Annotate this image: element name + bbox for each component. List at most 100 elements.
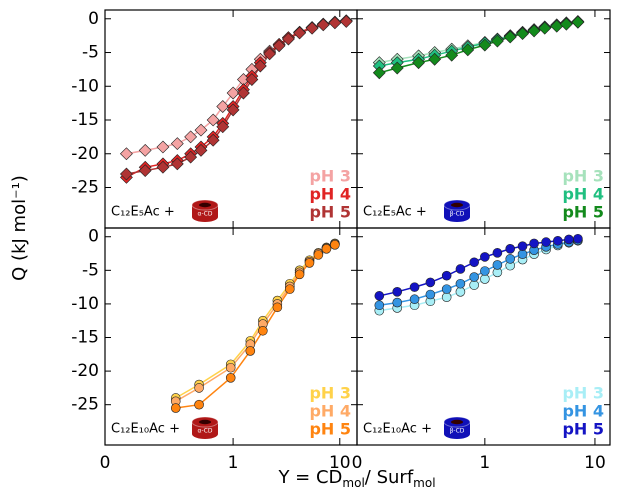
data-point [328,16,342,30]
data-point [541,237,551,247]
host-label: α-CD [198,428,213,435]
data-point [571,15,585,29]
data-point [428,52,442,66]
y-tick-label: -5 [82,260,99,280]
data-point [441,284,452,294]
data-point [503,30,517,44]
legend-entry: pH 4 [562,185,604,204]
data-point [245,73,259,86]
y-tick-label: -5 [82,43,99,63]
data-point [316,18,330,32]
data-point [304,258,315,268]
data-point [425,277,436,288]
data-point [170,157,184,171]
data-point [293,26,307,40]
data-point [305,21,319,35]
x-label-part: Y = CD [277,467,342,488]
data-point [156,160,170,174]
data-point [226,103,240,117]
data-point [517,249,528,260]
data-point [455,287,466,297]
data-point [194,383,204,393]
y-tick-label: -10 [71,76,99,96]
data-point [480,252,490,262]
panel: 0 -5 -10 -15 -20 -25 0 1 10 pH 3pH 4pH 5 C₁₂E₁₀Ac … [71,227,358,473]
host-icon-hole [199,419,211,425]
data-point [469,280,479,290]
data-point [272,39,286,53]
data-point [284,284,295,294]
fit-line [126,20,347,155]
fit-line [126,20,347,175]
data-point [559,17,573,31]
data-point [184,150,198,164]
y-tick-label: 0 [88,9,99,29]
legend-entry: pH 3 [309,167,351,186]
data-point [492,248,503,258]
data-point [281,32,295,46]
data-point [538,21,552,35]
y-tick-label: -15 [71,110,99,130]
data-point [206,113,220,127]
legend-entry: pH 5 [309,203,351,222]
data-point [374,300,385,311]
fit-line [175,243,336,402]
data-point [461,43,475,57]
x-tick-label: 10 [329,453,351,473]
data-point [409,282,420,292]
host-label: α-CD [198,211,213,218]
fit-line [379,239,579,307]
data-point [119,167,133,181]
x-label-sub: mol [413,476,435,490]
data-point [119,147,133,161]
data-point [455,278,466,289]
x-label-part: / Surf [365,467,414,488]
legend-entry: pH 4 [309,185,351,204]
data-point [516,27,529,41]
data-point [170,403,181,413]
host-icon-hole [451,202,463,208]
legend-entry: pH 3 [309,384,351,403]
data-point [245,346,256,356]
data-point [194,399,204,410]
legend-entry: pH 5 [562,203,604,222]
data-point [517,241,528,251]
fit-line [379,240,579,312]
host-icon-hole [451,419,463,425]
x-tick-label: 0 [100,453,111,473]
legend-entry: pH 3 [562,384,604,403]
data-point [272,302,283,313]
host-icon-hole [199,202,211,208]
data-point [225,373,236,383]
legend-entry: pH 5 [309,420,351,439]
data-point [564,234,574,245]
data-point [374,291,385,301]
x-tick-label: 10 [584,453,606,473]
data-point [490,34,504,48]
data-point [216,100,230,113]
data-point [170,137,184,151]
data-point [469,272,479,282]
x-axis-label: Y = CDmol/ Surfmol [277,467,435,490]
x-label-sub: mol [342,476,364,490]
data-point [441,292,452,302]
data-point [294,269,305,280]
data-point [253,59,267,73]
panel: pH 3pH 4pH 5 C₁₂E₅Ac + β-CD [356,9,611,229]
data-point [194,123,208,137]
x-tick-label: 1 [228,453,239,473]
data-point [445,48,459,62]
data-point [237,86,250,100]
data-point [527,24,541,38]
legend-entry: pH 5 [562,420,604,439]
data-point [425,289,436,300]
panel-frame [356,227,611,446]
data-point [339,15,353,28]
data-point [313,250,324,260]
legend-entry: pH 4 [309,402,351,421]
y-tick-label: -15 [71,328,99,348]
data-point [372,66,386,80]
data-point [441,270,452,281]
data-point [138,143,152,157]
